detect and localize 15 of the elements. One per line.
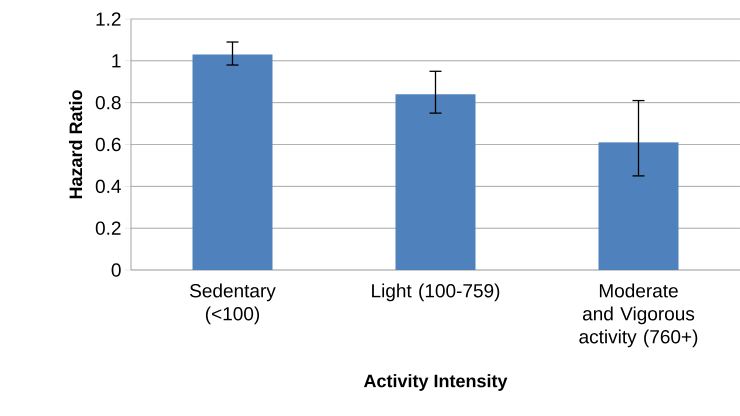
y-tick-label: 1 bbox=[112, 54, 121, 68]
y-tick-label: 0.8 bbox=[96, 96, 121, 110]
y-tick-label: 0.2 bbox=[96, 221, 121, 235]
bar bbox=[396, 94, 476, 270]
x-tick-label: Sedentary (<100) bbox=[190, 284, 276, 324]
x-axis-title: Activity Intensity bbox=[364, 374, 508, 391]
y-tick-label: 0 bbox=[112, 263, 121, 277]
y-tick-label: 1.2 bbox=[96, 12, 121, 26]
x-tick-label: Moderate and Vigorous activity (760+) bbox=[579, 284, 698, 348]
y-tick-label: 0.4 bbox=[96, 180, 121, 194]
y-tick-label: 0.6 bbox=[96, 138, 121, 152]
bar bbox=[598, 142, 678, 270]
y-axis-title: Hazard Ratio bbox=[68, 90, 82, 198]
bar bbox=[192, 54, 272, 270]
x-tick-label: Light (100-759) bbox=[372, 284, 500, 302]
